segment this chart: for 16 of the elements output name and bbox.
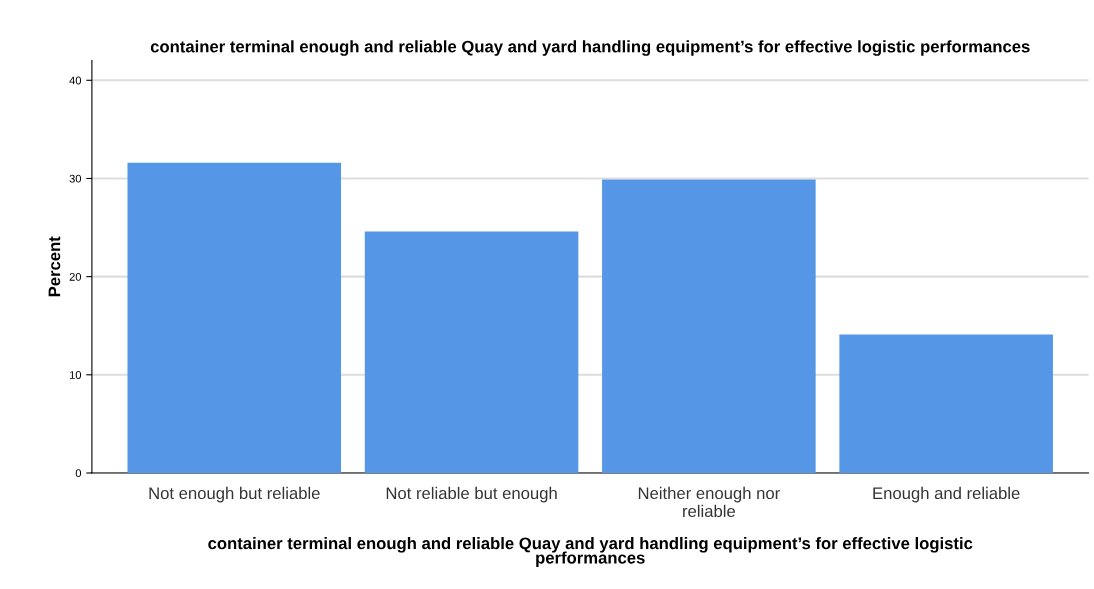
chart-title: container terminal enough and reliable Quay and yard handling equipment’s for effective logistic performances — [150, 40, 1030, 56]
x-axis-title: container terminal enough and reliable Quay and yard handling equipment’s for effective logistic performances — [208, 537, 973, 567]
x-tick-label: Not reliable but enough — [386, 486, 557, 503]
bar — [364, 231, 579, 473]
bar — [602, 179, 816, 473]
x-tick-label: Enough and reliable — [873, 486, 1020, 503]
y-axis-title: Percent — [48, 236, 61, 297]
y-tick-label: 30 — [69, 174, 82, 183]
x-tick-label: Not enough but reliable — [149, 486, 320, 503]
y-tick-label: 0 — [75, 469, 82, 478]
x-tick-label: Neither enough nor reliable — [638, 486, 780, 518]
y-tick-label: 10 — [69, 371, 82, 379]
y-tick-label: 40 — [69, 76, 82, 85]
bar — [839, 334, 1053, 473]
y-tick-label: 20 — [69, 272, 82, 281]
bar — [127, 162, 342, 473]
